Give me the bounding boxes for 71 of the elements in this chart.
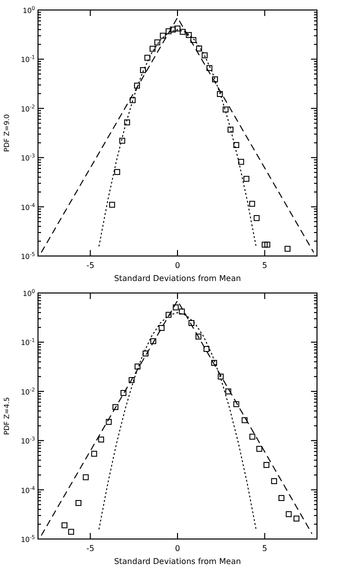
x-tick-label: 0 — [174, 544, 180, 553]
x-tick-label: 0 — [174, 261, 180, 270]
point — [212, 76, 218, 82]
point — [158, 324, 165, 331]
point — [186, 32, 192, 38]
point — [188, 320, 194, 326]
point — [154, 39, 160, 46]
point — [62, 522, 68, 528]
point — [134, 82, 140, 89]
point — [242, 417, 248, 424]
point — [218, 374, 224, 380]
point — [249, 200, 256, 207]
x-tick-label: 5 — [262, 544, 268, 553]
point — [160, 32, 166, 39]
point — [166, 312, 172, 318]
point — [263, 462, 270, 468]
point — [211, 360, 218, 366]
point — [216, 91, 223, 97]
point — [190, 37, 196, 44]
point — [76, 500, 82, 506]
point — [254, 215, 260, 222]
point — [112, 404, 118, 410]
point — [196, 46, 202, 52]
x-axis-title: Standard Deviations from Mean — [114, 274, 241, 283]
point — [243, 176, 250, 182]
point — [233, 142, 240, 148]
point — [286, 511, 292, 518]
point — [82, 474, 89, 480]
point — [293, 516, 300, 522]
point — [120, 390, 126, 396]
point — [249, 434, 256, 440]
point — [98, 436, 104, 443]
point — [206, 65, 212, 72]
point — [178, 308, 185, 314]
point — [170, 26, 176, 33]
x-tick-label: -5 — [86, 261, 94, 270]
point — [271, 478, 278, 484]
point — [262, 242, 268, 248]
point — [109, 202, 116, 208]
point — [142, 350, 149, 356]
point — [144, 54, 150, 61]
point — [203, 346, 210, 352]
point — [150, 338, 156, 344]
point — [68, 528, 74, 535]
point — [233, 401, 240, 408]
point — [134, 364, 141, 370]
point — [128, 377, 135, 384]
point — [278, 495, 284, 501]
point — [124, 119, 130, 126]
point — [130, 97, 136, 104]
point — [256, 446, 262, 452]
point — [172, 304, 179, 310]
point — [284, 246, 290, 252]
point — [225, 388, 232, 394]
point — [202, 52, 208, 58]
point — [114, 169, 120, 175]
x-tick-label: 5 — [262, 261, 268, 270]
point — [119, 138, 126, 144]
point — [228, 126, 234, 133]
point — [91, 450, 98, 457]
point — [106, 418, 112, 425]
x-axis-title: Standard Deviations from Mean — [114, 557, 241, 566]
point — [166, 28, 172, 34]
point — [264, 242, 270, 248]
point — [180, 28, 186, 35]
x-tick-label: -5 — [86, 544, 94, 553]
point — [222, 106, 229, 112]
point — [150, 46, 156, 52]
point — [140, 67, 146, 74]
point — [238, 158, 244, 165]
point — [195, 334, 202, 340]
